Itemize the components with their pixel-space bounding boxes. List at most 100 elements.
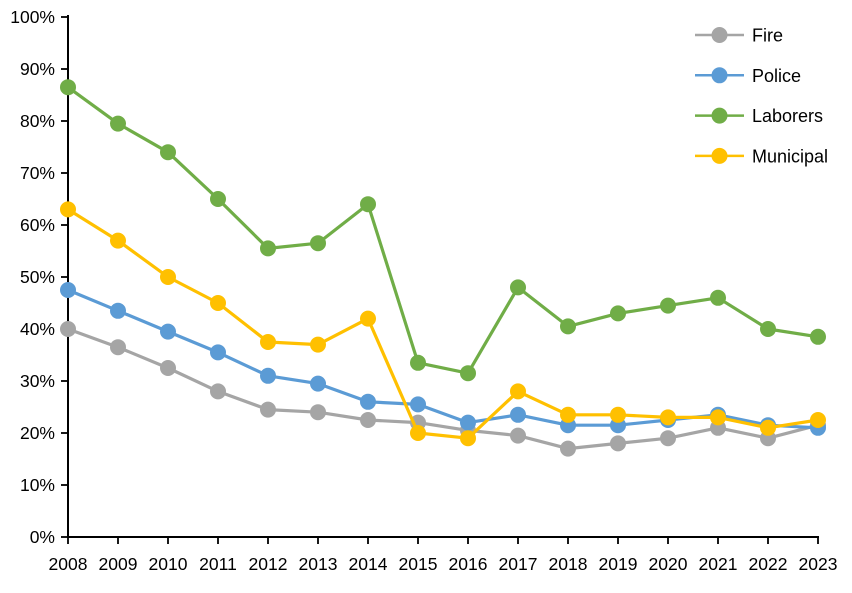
x-tick-label: 2016 bbox=[449, 554, 488, 574]
data-point bbox=[810, 328, 826, 345]
data-point bbox=[610, 406, 626, 423]
data-point bbox=[610, 435, 626, 452]
x-tick-label: 2015 bbox=[399, 554, 438, 574]
y-tick-label: 20% bbox=[20, 423, 55, 443]
data-point bbox=[360, 393, 376, 410]
data-point bbox=[60, 201, 76, 218]
x-tick-label: 2008 bbox=[49, 554, 88, 574]
data-point bbox=[110, 232, 126, 249]
legend-marker bbox=[711, 27, 728, 43]
data-point bbox=[560, 318, 576, 335]
data-point bbox=[160, 323, 176, 340]
data-point bbox=[810, 412, 826, 428]
data-point bbox=[360, 196, 376, 213]
x-tick-label: 2020 bbox=[649, 554, 688, 574]
legend-marker bbox=[711, 67, 728, 84]
data-point bbox=[210, 344, 226, 361]
data-point bbox=[360, 310, 376, 327]
x-tick-label: 2013 bbox=[299, 554, 338, 574]
x-tick-label: 2010 bbox=[149, 554, 188, 574]
data-point bbox=[610, 305, 626, 322]
data-point bbox=[710, 289, 726, 306]
data-point bbox=[510, 279, 526, 296]
y-tick-label: 90% bbox=[20, 59, 55, 79]
x-tick-label: 2012 bbox=[249, 554, 288, 574]
data-point bbox=[710, 409, 726, 426]
legend-marker bbox=[711, 107, 728, 124]
data-point bbox=[310, 404, 326, 421]
series-laborers bbox=[60, 79, 826, 382]
legend: Fire Police Laborers Municipal bbox=[695, 26, 828, 166]
data-point bbox=[210, 295, 226, 311]
legend-item-municipal: Municipal bbox=[695, 146, 828, 166]
data-point bbox=[660, 430, 676, 447]
data-point bbox=[660, 409, 676, 426]
series-line bbox=[66, 207, 820, 440]
y-tick-label: 70% bbox=[20, 163, 55, 183]
x-tick-label: 2022 bbox=[749, 554, 788, 574]
data-point bbox=[510, 427, 526, 444]
data-point bbox=[260, 240, 276, 257]
data-point bbox=[760, 321, 776, 337]
data-point bbox=[510, 406, 526, 423]
data-point bbox=[110, 339, 126, 356]
y-tick-label: 80% bbox=[20, 111, 55, 131]
legend-item-fire: Fire bbox=[695, 26, 783, 46]
y-tick-label: 40% bbox=[20, 319, 55, 339]
data-point bbox=[260, 367, 276, 384]
x-tick-label: 2021 bbox=[699, 554, 738, 574]
data-point bbox=[160, 144, 176, 161]
legend-label: Fire bbox=[752, 26, 783, 46]
x-tick-label: 2018 bbox=[549, 554, 588, 574]
data-point bbox=[460, 414, 476, 431]
data-point bbox=[460, 365, 476, 382]
legend-item-police: Police bbox=[695, 66, 801, 86]
x-tick-label: 2009 bbox=[99, 554, 138, 574]
data-point bbox=[460, 430, 476, 447]
y-tick-label: 100% bbox=[10, 7, 55, 27]
data-point bbox=[310, 336, 326, 353]
y-tick-label: 50% bbox=[20, 267, 55, 287]
x-tick-label: 2011 bbox=[199, 554, 237, 574]
series-line bbox=[66, 288, 820, 430]
data-point bbox=[660, 297, 676, 314]
data-point bbox=[560, 406, 576, 423]
data-point bbox=[210, 383, 226, 400]
x-tick-label: 2014 bbox=[349, 554, 388, 574]
data-point bbox=[410, 354, 426, 371]
data-point bbox=[60, 282, 76, 298]
data-point bbox=[160, 360, 176, 376]
y-tick-label: 0% bbox=[30, 527, 55, 547]
data-point bbox=[110, 302, 126, 319]
data-point bbox=[760, 419, 776, 436]
x-tick-label: 2023 bbox=[799, 554, 838, 574]
data-point bbox=[60, 79, 76, 96]
y-tick-label: 10% bbox=[20, 475, 55, 495]
data-point bbox=[60, 321, 76, 337]
x-tick-label: 2019 bbox=[599, 554, 638, 574]
data-point bbox=[160, 269, 176, 285]
data-point bbox=[260, 401, 276, 418]
legend-label: Police bbox=[752, 66, 801, 86]
data-point bbox=[310, 235, 326, 252]
legend-label: Municipal bbox=[752, 146, 828, 166]
series-police bbox=[60, 282, 826, 436]
legend-item-laborers: Laborers bbox=[695, 106, 823, 126]
data-point bbox=[110, 115, 126, 132]
x-tick-label: 2017 bbox=[499, 554, 538, 574]
data-point bbox=[510, 383, 526, 400]
data-point bbox=[410, 396, 426, 413]
legend-marker bbox=[711, 147, 728, 164]
legend-label: Laborers bbox=[752, 106, 823, 126]
data-point bbox=[210, 191, 226, 207]
data-point bbox=[260, 334, 276, 350]
data-point bbox=[560, 440, 576, 457]
data-point bbox=[410, 425, 426, 441]
y-tick-label: 60% bbox=[20, 215, 55, 235]
data-point bbox=[310, 375, 326, 392]
series-line bbox=[66, 327, 820, 451]
data-point bbox=[360, 412, 376, 428]
axes: 0% 10% 20% 30% 40% 50% 60% 70% 80% 90% 100% 2008 200… bbox=[10, 7, 837, 574]
y-tick-label: 30% bbox=[20, 371, 55, 391]
